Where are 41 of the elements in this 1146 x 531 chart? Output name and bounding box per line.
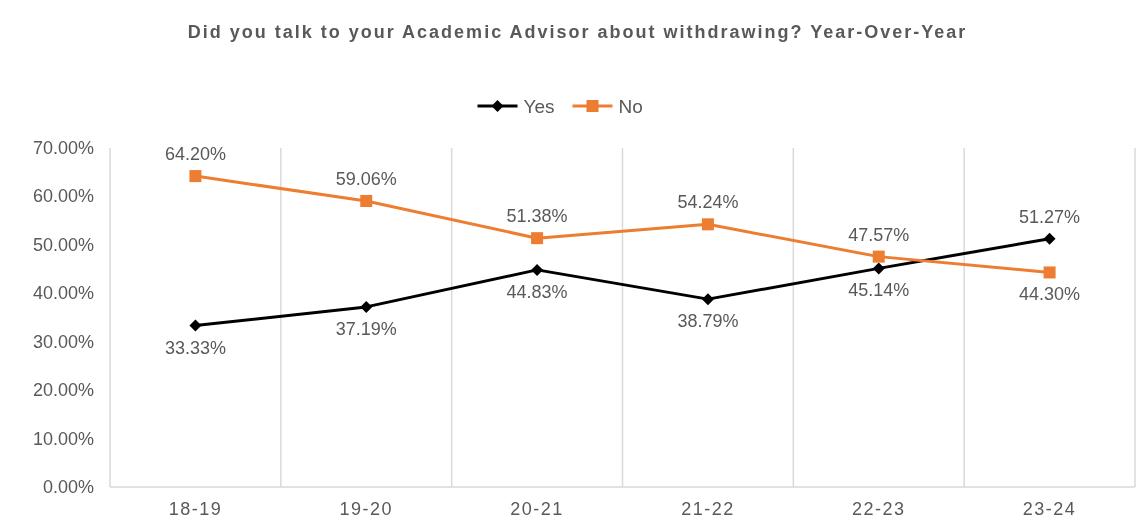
data-label: 47.57% bbox=[848, 224, 910, 245]
data-label: 44.83% bbox=[506, 281, 568, 302]
x-tick-label: 20-21 bbox=[510, 499, 564, 519]
x-tick-label: 23-24 bbox=[1022, 499, 1077, 519]
y-tick-label: 60.00% bbox=[32, 186, 94, 207]
point bbox=[189, 170, 202, 183]
y-tick-label: 40.00% bbox=[32, 283, 94, 304]
point bbox=[531, 263, 544, 276]
data-label: 45.14% bbox=[848, 280, 910, 301]
legend-label: No bbox=[618, 96, 643, 117]
data-label: 64.20% bbox=[164, 144, 226, 165]
data-label: 51.27% bbox=[1019, 206, 1081, 227]
x-tick-label: 21-22 bbox=[681, 499, 735, 519]
point bbox=[360, 300, 373, 313]
data-label: 38.79% bbox=[677, 311, 739, 332]
point bbox=[701, 293, 714, 306]
data-label: 51.38% bbox=[506, 206, 568, 227]
y-tick-label: 70.00% bbox=[32, 138, 94, 158]
data-label: 59.06% bbox=[335, 168, 397, 189]
legend-label: Yes bbox=[523, 96, 555, 117]
data-label: 54.24% bbox=[677, 192, 739, 213]
y-tick-label: 50.00% bbox=[32, 234, 94, 255]
y-tick-label: 30.00% bbox=[32, 331, 94, 352]
point bbox=[1043, 232, 1056, 245]
y-tick-label: 20.00% bbox=[32, 380, 94, 401]
point bbox=[872, 262, 885, 275]
point bbox=[531, 232, 544, 245]
data-label: 44.30% bbox=[1019, 284, 1081, 305]
x-tick-label: 19-20 bbox=[339, 499, 394, 519]
data-label: 33.33% bbox=[164, 337, 226, 358]
x-tick-label: 22-23 bbox=[851, 499, 906, 519]
y-tick-label: 0.00% bbox=[42, 477, 94, 497]
point bbox=[1043, 266, 1056, 279]
y-tick-label: 10.00% bbox=[32, 428, 94, 449]
x-tick-label: 18-19 bbox=[168, 499, 223, 519]
point bbox=[701, 218, 714, 231]
data-label: 37.19% bbox=[335, 318, 397, 339]
point bbox=[360, 194, 373, 207]
point bbox=[872, 250, 885, 263]
chart-title: Did you talk to your Academic Advisor about withdrawing? Year-Over-Year bbox=[187, 22, 968, 42]
point bbox=[189, 319, 202, 332]
